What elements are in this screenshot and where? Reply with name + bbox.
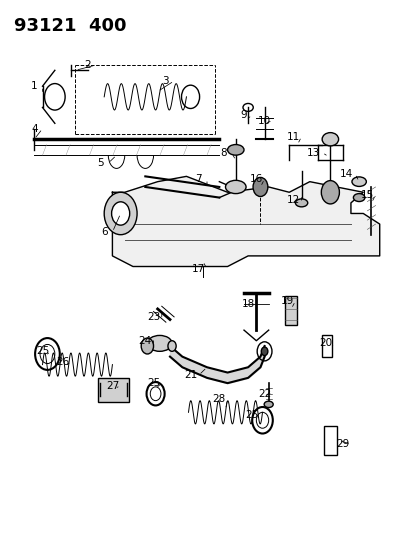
- Text: 26: 26: [56, 357, 69, 367]
- FancyBboxPatch shape: [323, 425, 337, 455]
- Circle shape: [112, 202, 129, 225]
- Ellipse shape: [227, 144, 243, 155]
- Ellipse shape: [168, 341, 176, 351]
- Text: 15: 15: [360, 190, 373, 200]
- Ellipse shape: [295, 199, 307, 207]
- Text: 5: 5: [97, 158, 103, 168]
- Text: 8: 8: [220, 148, 226, 158]
- Text: 27: 27: [106, 381, 119, 391]
- Circle shape: [320, 181, 339, 204]
- FancyBboxPatch shape: [285, 296, 296, 325]
- Text: 13: 13: [306, 148, 320, 158]
- Text: 4: 4: [31, 124, 38, 134]
- Text: 18: 18: [241, 298, 254, 309]
- Text: 25: 25: [245, 410, 258, 420]
- Polygon shape: [112, 176, 379, 266]
- Ellipse shape: [225, 180, 245, 193]
- Text: 10: 10: [257, 116, 271, 126]
- Text: 2: 2: [84, 60, 91, 70]
- Ellipse shape: [353, 193, 364, 201]
- Text: 19: 19: [280, 296, 293, 306]
- Text: 17: 17: [192, 264, 205, 274]
- Ellipse shape: [351, 177, 366, 187]
- FancyBboxPatch shape: [98, 378, 128, 402]
- Text: 22: 22: [257, 389, 271, 399]
- Ellipse shape: [147, 335, 172, 351]
- Text: 16: 16: [249, 174, 262, 184]
- Text: 6: 6: [101, 227, 107, 237]
- Circle shape: [104, 192, 137, 235]
- Text: 20: 20: [319, 338, 332, 349]
- Text: 14: 14: [339, 169, 353, 179]
- Text: 12: 12: [286, 195, 299, 205]
- Circle shape: [252, 177, 267, 197]
- Text: 93121  400: 93121 400: [14, 17, 126, 35]
- Text: 29: 29: [335, 439, 349, 449]
- Ellipse shape: [141, 338, 153, 354]
- Text: 3: 3: [162, 76, 169, 86]
- Ellipse shape: [263, 401, 273, 408]
- Text: 11: 11: [286, 132, 299, 142]
- Text: 23: 23: [147, 312, 160, 322]
- Text: 25: 25: [36, 346, 49, 357]
- Text: 9: 9: [240, 110, 247, 120]
- Text: 1: 1: [31, 81, 38, 91]
- Circle shape: [261, 347, 267, 356]
- FancyBboxPatch shape: [321, 335, 332, 357]
- Ellipse shape: [321, 133, 338, 146]
- Text: 25: 25: [147, 378, 160, 388]
- Text: 28: 28: [212, 394, 225, 404]
- Text: 24: 24: [138, 336, 152, 346]
- Text: 21: 21: [183, 370, 197, 380]
- Text: 7: 7: [195, 174, 202, 184]
